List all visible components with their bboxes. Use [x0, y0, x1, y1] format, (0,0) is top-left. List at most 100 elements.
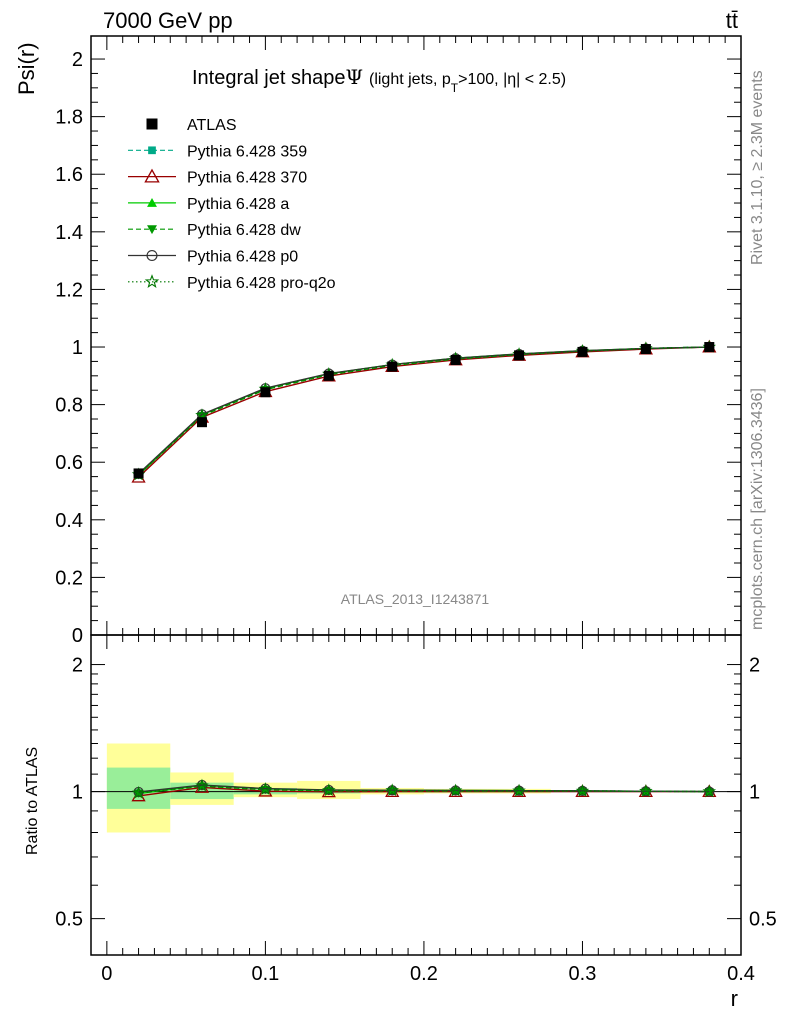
series-ratio-point	[451, 787, 461, 796]
x-tick-label: 0.2	[410, 963, 438, 985]
legend-marker	[144, 168, 160, 183]
ratio-y-tick-label: 0.5	[55, 909, 83, 931]
series-ratio-line	[138, 785, 710, 794]
y-tick-label: 1.4	[55, 222, 83, 244]
legend-marker	[144, 274, 160, 288]
y-tick-label: 1.8	[55, 107, 83, 129]
main-ylabel: Psi(r)	[14, 42, 39, 95]
legend-item: Pythia 6.428 dw	[128, 222, 301, 239]
y-tick-label: 0.6	[55, 452, 83, 474]
ratio-y-tick-label-right: 1	[749, 782, 760, 804]
title-symbol: Ψ	[345, 65, 363, 89]
ratio-y-tick-label-right: 2	[749, 655, 760, 677]
ratio-frame	[90, 634, 742, 956]
data-point	[387, 361, 398, 372]
legend-label: Pythia 6.428 359	[187, 143, 307, 160]
series-2	[131, 339, 717, 802]
x-tick-label: 0.4	[727, 963, 755, 985]
legend-item: Pythia 6.428 pro-q2o	[128, 274, 336, 292]
series-ratio-point	[258, 782, 273, 795]
series-line	[138, 346, 710, 476]
y-tick-label: 2	[72, 49, 83, 71]
series-line	[138, 346, 710, 475]
analysis-id: ATLAS_2013_I1243871	[341, 591, 490, 607]
series-ratio-point	[639, 784, 653, 797]
legend-marker	[148, 146, 156, 155]
series-6	[131, 339, 717, 799]
legend-label: ATLAS	[187, 117, 237, 134]
x-axis-label: r	[731, 986, 738, 1011]
series-ratio-point	[324, 787, 334, 796]
main-axes: 0 0.2 0.4 0.6 0.8 1 1.2 1.4 1.6 1.8 2	[55, 35, 742, 955]
ratio-axes: 0 0.1 0.2 0.3 0.4 0.5 0.5 1 1 2 2	[55, 634, 777, 985]
data-point	[577, 346, 588, 357]
y-tick-label: 0	[72, 625, 83, 647]
series-1	[135, 343, 713, 797]
legend-item: Pythia 6.428 370	[128, 168, 307, 187]
series-ratio-point	[575, 783, 590, 797]
legend-label: Pythia 6.428 a	[187, 196, 289, 213]
y-tick-label: 1.2	[55, 279, 83, 301]
legend-label: Pythia 6.428 p0	[187, 249, 298, 266]
series-ratio-point	[448, 783, 463, 797]
source-label: mcplots.cern.ch [arXiv:1306.3436]	[749, 388, 766, 630]
legend-marker	[147, 225, 157, 235]
data-point	[133, 468, 144, 479]
legend-item: ATLAS	[146, 117, 237, 134]
data-point	[514, 350, 525, 361]
title-main: Integral jet shape	[192, 67, 345, 89]
legend-marker	[147, 197, 157, 207]
legend-label: Pythia 6.428 dw	[187, 222, 301, 239]
data-point	[196, 417, 207, 428]
y-tick-label: 0.4	[55, 510, 83, 532]
series-ratio-point	[702, 784, 717, 798]
ratio-y-tick-label: 1	[72, 782, 83, 804]
data-point	[704, 342, 715, 353]
data-point	[640, 344, 651, 355]
series-line	[138, 346, 710, 476]
data-point	[323, 370, 334, 381]
legend-marker	[146, 118, 158, 130]
legend-item: Pythia 6.428 a	[128, 196, 289, 213]
series-4	[134, 343, 714, 798]
data-point	[450, 354, 461, 365]
title-detail-post: >100, |η| < 2.5)	[458, 71, 566, 88]
legend: ATLAS Pythia 6.428 359 Pythia 6.428 370 Pyt…	[128, 117, 336, 292]
series-ratio-point	[385, 783, 399, 797]
series-line	[138, 346, 710, 478]
y-tick-label: 1.6	[55, 164, 83, 186]
x-tick-label: 0	[101, 963, 112, 985]
series-ratio-point	[387, 787, 397, 796]
x-tick-label: 0.3	[569, 963, 597, 985]
data-point	[260, 387, 271, 398]
ratio-ylabel: Ratio to ATLAS	[24, 747, 41, 855]
series-5	[133, 341, 715, 798]
energy-label: 7000 GeV pp	[103, 8, 233, 33]
series-ratio-point	[512, 783, 526, 797]
title-detail-sub: T	[451, 81, 459, 95]
legend-label: Pythia 6.428 pro-q2o	[187, 275, 336, 292]
atlas-data	[133, 342, 715, 479]
legend-marker	[146, 249, 158, 262]
x-tick-label: 0.1	[251, 963, 279, 985]
series-3	[134, 342, 714, 798]
series-ratio-point	[131, 785, 146, 799]
series-line	[138, 346, 710, 476]
ratio-y-tick-label: 2	[72, 655, 83, 677]
y-tick-label: 0.8	[55, 395, 83, 417]
legend-item: Pythia 6.428 359	[128, 143, 307, 160]
series-line	[138, 346, 710, 476]
series-ratio-point	[322, 783, 336, 797]
series-ratio-point	[195, 778, 209, 792]
plot-title: Integral jet shapeΨ (light jets, pT>100, …	[192, 65, 566, 95]
ratio-y-tick-label-right: 0.5	[749, 909, 777, 931]
legend-label: Pythia 6.428 370	[187, 170, 307, 187]
y-tick-label: 0.2	[55, 567, 83, 589]
process-label: tt̄	[726, 8, 738, 33]
rivet-label: Rivet 3.1.10, ≥ 2.3M events	[749, 70, 766, 265]
title-detail-pre: (light jets, p	[369, 71, 451, 88]
series-layer	[131, 339, 717, 802]
y-tick-label: 1	[72, 337, 83, 359]
legend-item: Pythia 6.428 p0	[128, 249, 298, 266]
